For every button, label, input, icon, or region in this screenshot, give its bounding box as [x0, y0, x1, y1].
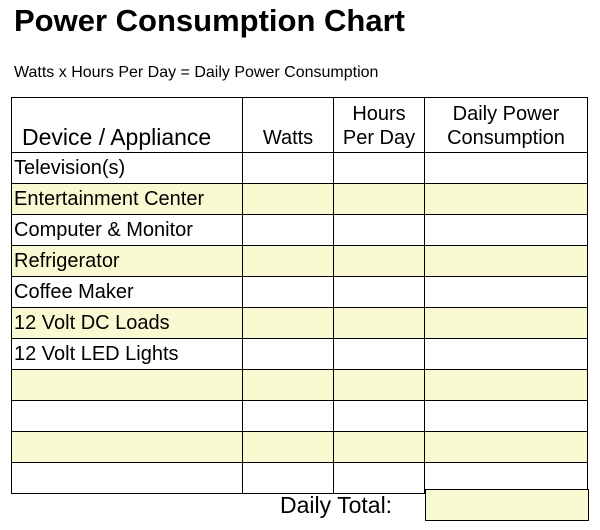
table-row: Television(s)	[11, 152, 588, 184]
watts-cell[interactable]	[242, 431, 334, 463]
device-cell: Computer & Monitor	[11, 214, 243, 246]
device-cell: 12 Volt LED Lights	[11, 338, 243, 370]
page-title: Power Consumption Chart	[14, 3, 405, 38]
table-row	[11, 431, 588, 463]
watts-cell[interactable]	[242, 369, 334, 401]
watts-cell[interactable]	[242, 307, 334, 339]
daily-consumption-cell[interactable]	[424, 338, 588, 370]
table-row: Entertainment Center	[11, 183, 588, 215]
consumption-table: Device / Appliance Watts Hours Per Day Da…	[11, 97, 588, 494]
table-header-row: Device / Appliance Watts Hours Per Day Da…	[11, 97, 588, 153]
daily-consumption-cell[interactable]	[424, 307, 588, 339]
table-body: Television(s) Entertainment Center Compute…	[11, 152, 588, 494]
daily-total-label: Daily Total:	[280, 492, 393, 518]
daily-total-field[interactable]	[425, 489, 589, 521]
watts-cell[interactable]	[242, 400, 334, 432]
hours-per-day-cell[interactable]	[333, 214, 425, 246]
daily-consumption-cell[interactable]	[424, 369, 588, 401]
hours-per-day-cell[interactable]	[333, 276, 425, 308]
hours-per-day-cell[interactable]	[333, 152, 425, 184]
daily-consumption-cell[interactable]	[424, 431, 588, 463]
header-hours-line2: Per Day	[342, 127, 416, 149]
header-watts: Watts	[242, 97, 334, 153]
device-cell	[11, 462, 243, 494]
watts-cell[interactable]	[242, 338, 334, 370]
device-cell: Entertainment Center	[11, 183, 243, 215]
table-row: 12 Volt LED Lights	[11, 338, 588, 370]
watts-cell[interactable]	[242, 276, 334, 308]
watts-cell[interactable]	[242, 462, 334, 494]
device-cell: Television(s)	[11, 152, 243, 184]
table-row: Coffee Maker	[11, 276, 588, 308]
header-device: Device / Appliance	[11, 97, 243, 153]
table-row	[11, 400, 588, 432]
header-hours-per-day: Hours Per Day	[333, 97, 425, 153]
daily-consumption-cell[interactable]	[424, 276, 588, 308]
watts-cell[interactable]	[242, 152, 334, 184]
header-daily-consumption: Daily Power Consumption	[424, 97, 588, 153]
hours-per-day-cell[interactable]	[333, 245, 425, 277]
watts-cell[interactable]	[242, 214, 334, 246]
daily-consumption-cell[interactable]	[424, 152, 588, 184]
table-row: Computer & Monitor	[11, 214, 588, 246]
hours-per-day-cell[interactable]	[333, 183, 425, 215]
daily-consumption-cell[interactable]	[424, 400, 588, 432]
header-daily-line1: Daily Power	[452, 103, 560, 125]
device-cell	[11, 369, 243, 401]
device-cell: Coffee Maker	[11, 276, 243, 308]
daily-consumption-cell[interactable]	[424, 214, 588, 246]
watts-cell[interactable]	[242, 245, 334, 277]
formula-text: Watts x Hours Per Day = Daily Power Cons…	[14, 64, 379, 81]
hours-per-day-cell[interactable]	[333, 338, 425, 370]
device-cell: 12 Volt DC Loads	[11, 307, 243, 339]
table-row: 12 Volt DC Loads	[11, 307, 588, 339]
hours-per-day-cell[interactable]	[333, 307, 425, 339]
device-cell	[11, 400, 243, 432]
hours-per-day-cell[interactable]	[333, 431, 425, 463]
table-row: Refrigerator	[11, 245, 588, 277]
hours-per-day-cell[interactable]	[333, 400, 425, 432]
hours-per-day-cell[interactable]	[333, 369, 425, 401]
header-daily-line2: Consumption	[447, 127, 565, 149]
daily-consumption-cell[interactable]	[424, 245, 588, 277]
watts-cell[interactable]	[242, 183, 334, 215]
device-cell: Refrigerator	[11, 245, 243, 277]
device-cell	[11, 431, 243, 463]
hours-per-day-cell[interactable]	[333, 462, 425, 494]
daily-consumption-cell[interactable]	[424, 183, 588, 215]
table-row	[11, 369, 588, 401]
header-hours-line1: Hours	[352, 103, 406, 125]
